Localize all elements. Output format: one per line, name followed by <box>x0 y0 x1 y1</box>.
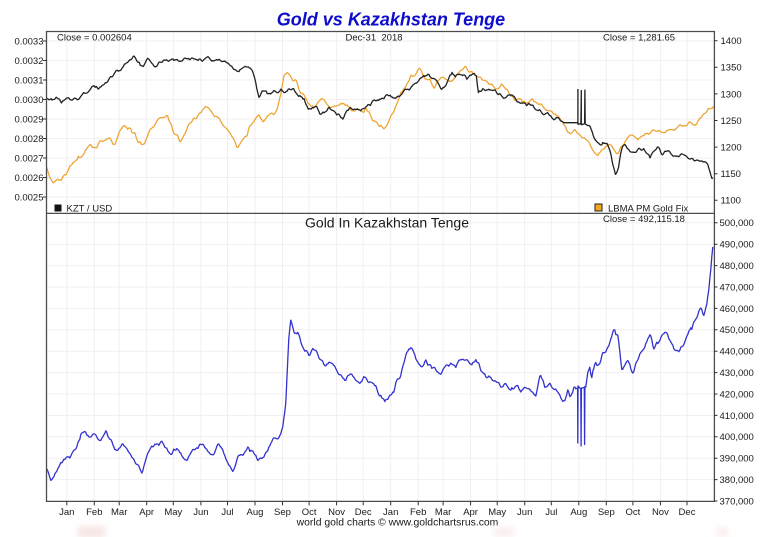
svg-text:world gold charts © www.goldch: world gold charts © www.goldchartsrus.co… <box>296 517 499 528</box>
svg-text:0.0027: 0.0027 <box>14 153 43 164</box>
svg-text:1350: 1350 <box>721 63 742 74</box>
svg-text:Apr: Apr <box>463 507 478 518</box>
svg-text:Feb: Feb <box>86 507 102 518</box>
svg-text:Feb: Feb <box>410 507 426 518</box>
svg-text:Jan: Jan <box>383 507 398 518</box>
svg-text:490,000: 490,000 <box>720 240 754 251</box>
svg-text:500,000: 500,000 <box>720 218 754 229</box>
svg-text:0.0030: 0.0030 <box>14 95 43 106</box>
svg-text:May: May <box>164 507 182 518</box>
svg-text:Nov: Nov <box>652 507 669 518</box>
svg-text:Jun: Jun <box>193 507 208 518</box>
svg-text:1400: 1400 <box>721 36 742 47</box>
svg-text:Jun: Jun <box>517 507 532 518</box>
svg-text:Sep: Sep <box>274 507 291 518</box>
svg-text:Mar: Mar <box>435 507 451 518</box>
svg-text:1250: 1250 <box>721 116 742 127</box>
svg-text:460,000: 460,000 <box>720 304 754 315</box>
svg-text:450,000: 450,000 <box>720 325 754 336</box>
svg-text:430,000: 430,000 <box>720 368 754 379</box>
svg-text:Jan: Jan <box>59 507 74 518</box>
svg-text:1150: 1150 <box>721 169 741 180</box>
svg-text:1100: 1100 <box>721 196 741 207</box>
svg-text:480,000: 480,000 <box>720 261 754 272</box>
svg-text:0.0026: 0.0026 <box>14 173 43 184</box>
svg-text:0.0029: 0.0029 <box>14 114 43 125</box>
svg-text:Jul: Jul <box>221 507 233 518</box>
svg-text:Close = 0.002604: Close = 0.002604 <box>57 33 132 44</box>
svg-text:420,000: 420,000 <box>720 389 754 400</box>
svg-text:May: May <box>488 507 506 518</box>
svg-text:Gold vs Kazakhstan Tenge: Gold vs Kazakhstan Tenge <box>277 10 505 30</box>
svg-text:Close = 1,281.65: Close = 1,281.65 <box>603 33 675 44</box>
svg-text:Dec-31 2018: Dec-31 2018 <box>346 33 403 44</box>
svg-text:1300: 1300 <box>721 89 742 100</box>
svg-text:Jul: Jul <box>545 507 557 518</box>
svg-text:Aug: Aug <box>570 507 587 518</box>
svg-text:0.0032: 0.0032 <box>14 56 43 67</box>
svg-text:410,000: 410,000 <box>720 411 754 422</box>
svg-text:0.0025: 0.0025 <box>14 192 43 203</box>
svg-text:370,000: 370,000 <box>720 496 754 507</box>
svg-text:380,000: 380,000 <box>720 475 754 486</box>
svg-text:0.0031: 0.0031 <box>14 75 43 86</box>
svg-text:1200: 1200 <box>721 143 742 154</box>
svg-text:Dec: Dec <box>355 507 372 518</box>
svg-text:Oct: Oct <box>302 507 317 518</box>
svg-text:Sep: Sep <box>598 507 615 518</box>
svg-text:0.0028: 0.0028 <box>14 134 43 145</box>
svg-text:Aug: Aug <box>247 507 264 518</box>
svg-text:Mar: Mar <box>111 507 127 518</box>
svg-text:KZT / USD: KZT / USD <box>67 204 113 215</box>
svg-text:400,000: 400,000 <box>720 432 754 443</box>
svg-text:390,000: 390,000 <box>720 454 754 465</box>
svg-text:Dec: Dec <box>679 507 696 518</box>
svg-text:Close = 492,115.18: Close = 492,115.18 <box>603 214 685 225</box>
svg-text:Gold In Kazakhstan Tenge: Gold In Kazakhstan Tenge <box>305 215 469 231</box>
svg-text:LBMA PM Gold Fix: LBMA PM Gold Fix <box>608 204 688 215</box>
svg-text:470,000: 470,000 <box>720 282 754 293</box>
svg-text:Apr: Apr <box>139 507 154 518</box>
svg-text:Oct: Oct <box>626 507 641 518</box>
svg-text:440,000: 440,000 <box>720 347 754 358</box>
svg-text:0.0033: 0.0033 <box>14 36 43 47</box>
svg-text:Nov: Nov <box>328 507 345 518</box>
